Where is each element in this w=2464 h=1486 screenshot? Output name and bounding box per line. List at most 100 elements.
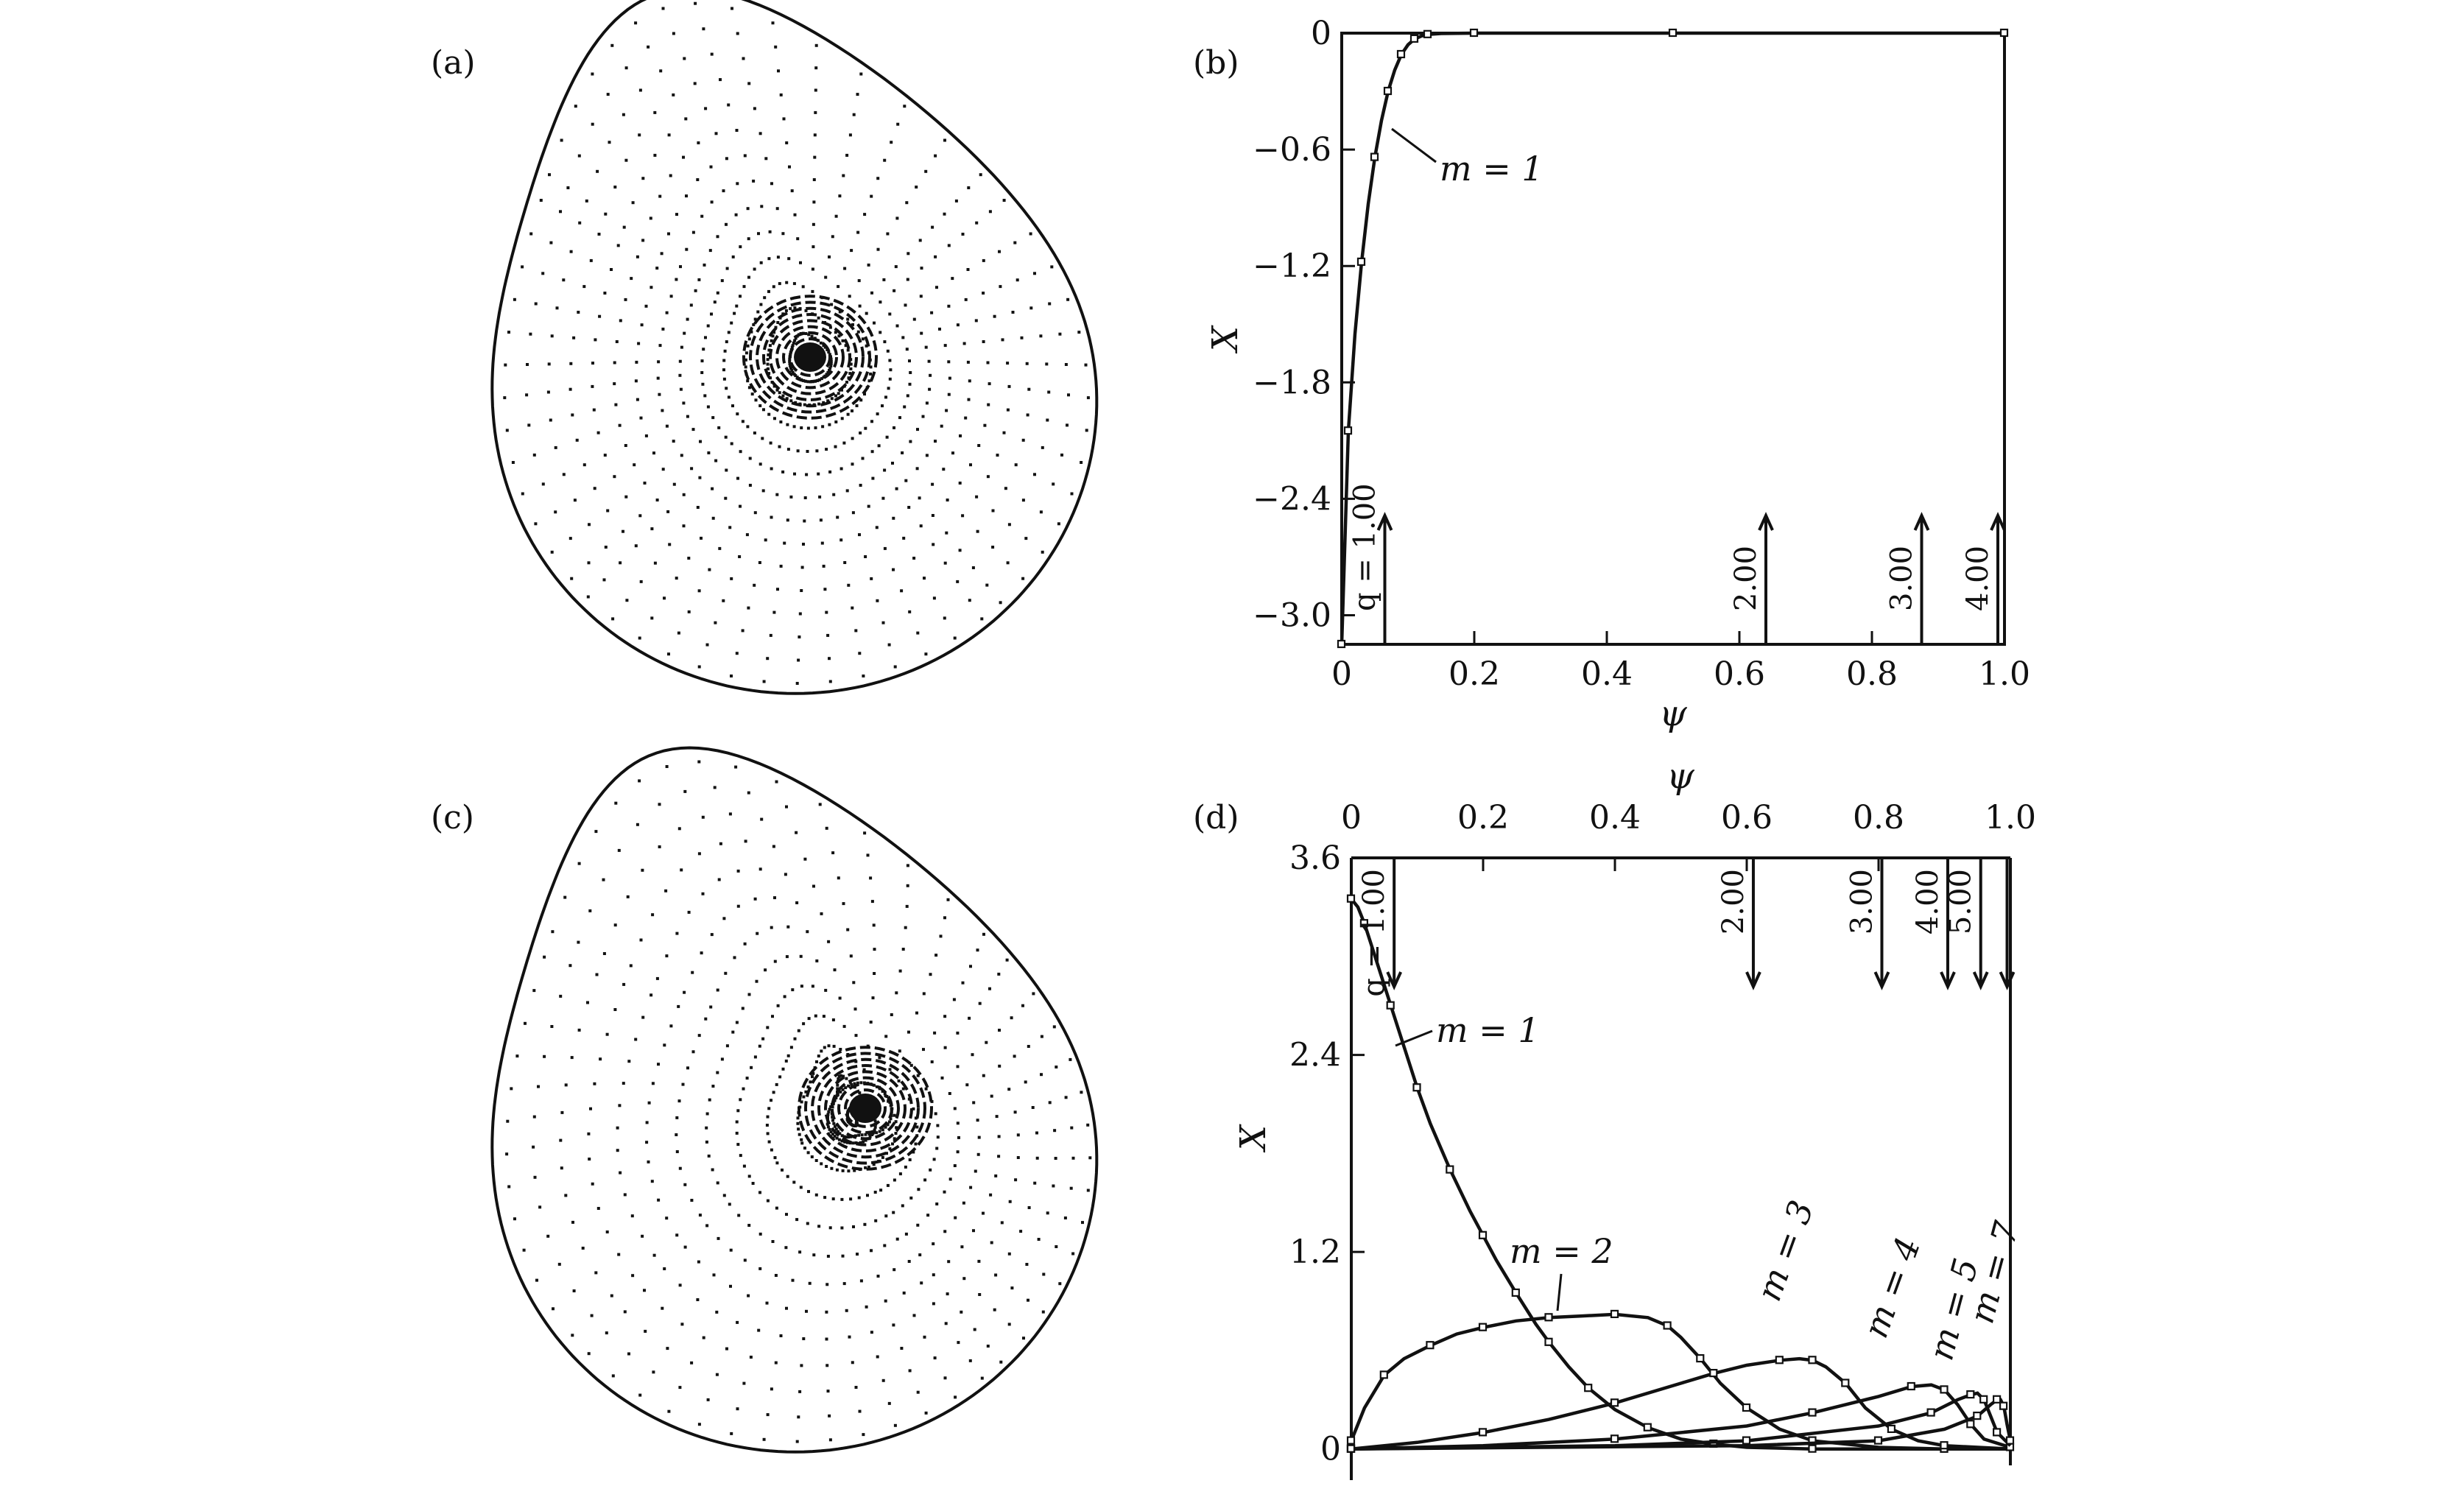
x-tick-label: 0.6 (1714, 655, 1765, 693)
x-tick-label: 0 (1331, 655, 1352, 693)
field-dot (716, 1071, 719, 1074)
field-dot (791, 370, 795, 374)
field-dot (711, 487, 714, 490)
field-dot (548, 173, 551, 177)
field-dot (961, 233, 965, 236)
field-dot (622, 982, 626, 986)
field-dot (844, 1086, 848, 1090)
field-dot (679, 265, 682, 269)
data-point (1346, 1444, 1356, 1453)
field-dot (831, 1133, 834, 1136)
field-dot (797, 1029, 800, 1032)
field-dot (859, 1081, 863, 1085)
field-dot (837, 1130, 840, 1133)
x-tick-label: 0.8 (1853, 799, 1904, 837)
field-dot (559, 1138, 563, 1142)
field-dot (764, 968, 767, 972)
field-dot (792, 425, 796, 429)
series-label: m = 1 (1440, 149, 1543, 189)
field-dot (800, 589, 803, 592)
series-line-m1 (1350, 898, 2010, 1451)
field-dot (901, 1204, 904, 1208)
field-dot (658, 845, 661, 848)
y-tick-label: 0 (1311, 15, 1331, 52)
field-dot (716, 291, 719, 295)
field-dot (930, 311, 934, 314)
field-dot (800, 1141, 804, 1145)
field-dot (815, 959, 819, 962)
field-dot (828, 325, 832, 329)
field-dot (826, 399, 830, 403)
data-point (1940, 1441, 1949, 1450)
field-dot (831, 1105, 834, 1109)
field-dot (825, 1310, 828, 1314)
field-dot (829, 365, 833, 368)
field-dot (906, 864, 909, 867)
field-dot (710, 933, 714, 937)
field-dot (682, 524, 686, 528)
field-dot (814, 110, 817, 114)
q-arrow-head (1990, 512, 2006, 531)
field-dot (736, 1320, 739, 1324)
core-ring (798, 1046, 933, 1171)
field-dot (619, 319, 622, 323)
data-point (1343, 426, 1353, 435)
field-dot (934, 440, 937, 443)
field-dot (750, 1066, 753, 1069)
field-dot (892, 568, 895, 571)
field-dot (943, 138, 946, 142)
field-dot (802, 1095, 806, 1099)
field-dot (743, 942, 747, 946)
field-dot (543, 955, 546, 959)
y-tick-label: 1.2 (1289, 1233, 1341, 1271)
field-dot (980, 617, 984, 621)
field-dot (1010, 1016, 1013, 1020)
field-dot (696, 1298, 700, 1301)
field-dot (843, 561, 847, 564)
field-dot (851, 323, 854, 326)
field-dot (778, 391, 781, 395)
field-dot (604, 212, 608, 216)
field-dot (791, 1278, 795, 1282)
field-dot (770, 515, 773, 519)
field-dot (926, 1214, 930, 1217)
field-dot (996, 454, 999, 457)
field-dot (773, 1156, 777, 1160)
field-dot (526, 363, 529, 366)
data-point (1423, 29, 1432, 38)
data-point (1696, 1353, 1705, 1363)
field-dot (754, 398, 758, 402)
field-dot (730, 577, 733, 580)
field-dot (895, 1126, 898, 1130)
field-dot (706, 324, 710, 328)
field-dot (908, 382, 912, 386)
field-dot (658, 392, 661, 396)
field-dot (846, 348, 850, 352)
field-dot (710, 52, 714, 56)
field-dot (1007, 523, 1011, 527)
field-dot (886, 1183, 890, 1187)
field-dot (645, 1121, 649, 1124)
field-dot (569, 362, 573, 365)
field-dot (1021, 577, 1025, 580)
field-dot (529, 332, 532, 336)
field-dot (736, 476, 739, 480)
field-dot (848, 1335, 851, 1339)
field-dot (686, 415, 689, 418)
field-dot (753, 1055, 757, 1059)
field-dot (616, 1149, 619, 1152)
data-point (1478, 1428, 1488, 1437)
field-dot (986, 361, 990, 365)
field-dot (895, 1237, 899, 1241)
field-dot (665, 424, 669, 428)
field-dot (613, 923, 617, 927)
field-dot (982, 932, 985, 936)
field-dot (724, 971, 728, 975)
chart-d: 0 0.2 0.4 0.6 0.8 1.001.22.43.6 ψ X m = 1m = … (1233, 756, 2036, 1480)
field-dot (1014, 463, 1018, 467)
field-dot (905, 904, 909, 908)
field-dot (923, 1178, 927, 1182)
field-dot (797, 658, 800, 662)
field-dot (697, 1034, 701, 1038)
field-dot (599, 1057, 602, 1061)
